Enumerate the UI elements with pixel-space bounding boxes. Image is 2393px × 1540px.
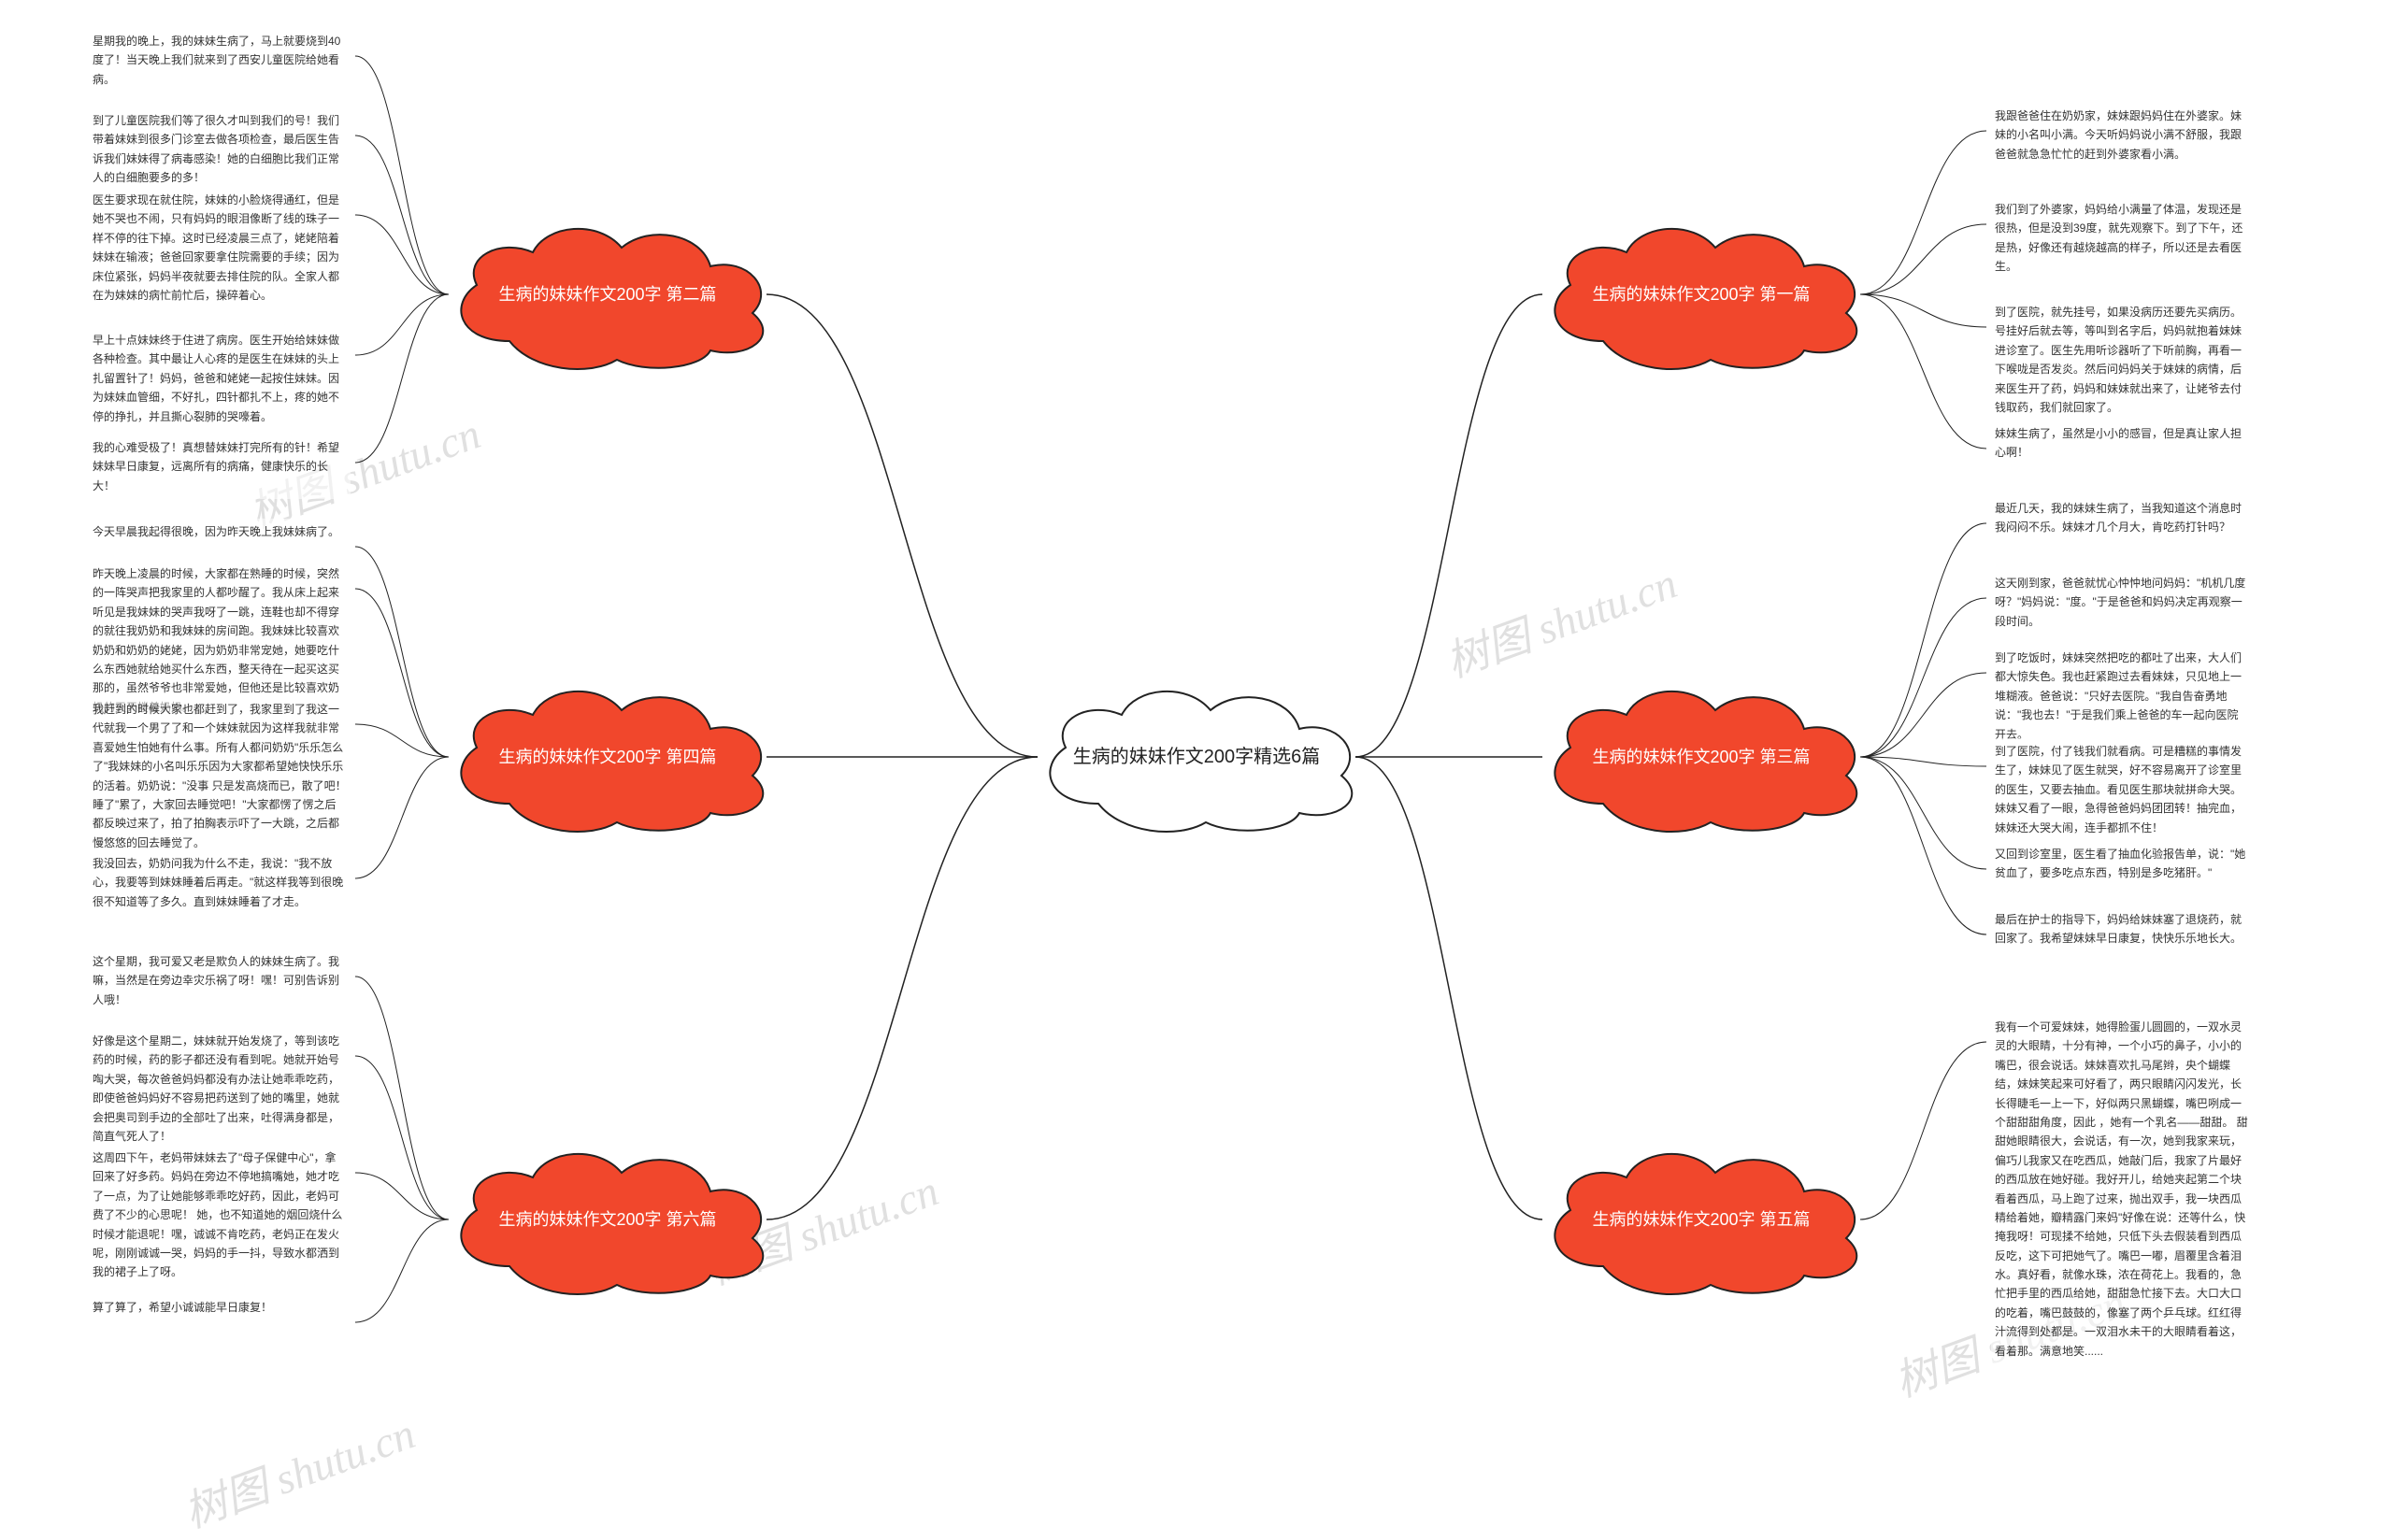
leaf-text: 这周四下午，老妈带妹妹去了"母子保健中心"，拿回来了好多药。妈妈在旁边不停地搞嘴… <box>89 1145 351 1286</box>
leaf-text: 我们到了外婆家，妈妈给小满量了体温，发现还是很热，但是没到39度，就先观察下。到… <box>1991 196 2253 280</box>
watermark: 树图 shutu.cn <box>174 1400 422 1540</box>
branch-label: 生病的妹妹作文200字 第五篇 <box>1564 1206 1838 1233</box>
branch-node-b6[interactable]: 生病的妹妹作文200字 第六篇 <box>411 1135 804 1304</box>
leaf-text: 算了算了，希望小诚诚能早日康复！ <box>89 1294 351 1320</box>
branch-label: 生病的妹妹作文200字 第六篇 <box>470 1206 744 1233</box>
leaf-text: 星期我的晚上，我的妹妹生病了，马上就要烧到40度了！当天晚上我们就来到了西安儿童… <box>89 28 351 93</box>
leaf-text: 到了医院，就先挂号，如果没病历还要先买病历。号挂好后就去等，等叫到名字后，妈妈就… <box>1991 299 2253 421</box>
branch-label: 生病的妹妹作文200字 第二篇 <box>470 281 744 308</box>
leaf-text: 好像是这个星期二，妹妹就开始发烧了，等到该吃药的时候，药的影子都还没有看到呢。她… <box>89 1028 351 1149</box>
leaf-text: 到了医院，付了钱我们就看病。可是糟糕的事情发生了，妹妹见了医生就哭，好不容易离开… <box>1991 738 2253 841</box>
branch-label: 生病的妹妹作文200字 第四篇 <box>470 744 744 771</box>
leaf-text: 最近几天，我的妹妹生病了，当我知道这个消息时我闷闷不乐。妹妹才几个月大，肯吃药打… <box>1991 495 2253 541</box>
leaf-text: 早上十点妹妹终于住进了病房。医生开始给妹妹做各种检查。其中最让人心疼的是医生在妹… <box>89 327 351 430</box>
leaf-text: 到了儿童医院我们等了很久才叫到我们的号！我们带着妹妹到很多门诊室去做各项检查，最… <box>89 107 351 192</box>
branch-node-b2[interactable]: 生病的妹妹作文200字 第二篇 <box>411 210 804 378</box>
leaf-text: 我的心难受极了！真想替妹妹打完所有的针！希望妹妹早日康复，远离所有的病痛，健康快… <box>89 435 351 499</box>
leaf-text: 这天刚到家，爸爸就忧心忡忡地问妈妈："机机几度呀？"妈妈说："度。"于是爸爸和妈… <box>1991 570 2253 635</box>
leaf-text: 医生要求现在就住院，妹妹的小脸烧得通红，但是她不哭也不闹，只有妈妈的眼泪像断了线… <box>89 187 351 308</box>
branch-node-b4[interactable]: 生病的妹妹作文200字 第四篇 <box>411 673 804 841</box>
leaf-text: 这个星期，我可爱又老是欺负人的妹妹生病了。我嘛，当然是在旁边幸灾乐祸了呀！嘿！可… <box>89 948 351 1013</box>
center-label: 生病的妹妹作文200字精选6篇 <box>1045 742 1349 772</box>
leaf-text: 我有一个可爱妹妹，她得脸蛋儿圆圆的，一双水灵灵的大眼睛，十分有神，一个小巧的鼻子… <box>1991 1014 2253 1364</box>
center-node[interactable]: 生病的妹妹作文200字精选6篇 <box>1000 673 1393 841</box>
leaf-text: 今天早晨我起得很晚，因为昨天晚上我妹妹病了。 <box>89 519 351 545</box>
branch-label: 生病的妹妹作文200字 第一篇 <box>1564 281 1838 308</box>
leaf-text: 又回到诊室里，医生看了抽血化验报告单，说："她贫血了，要多吃点东西，特别是多吃猪… <box>1991 841 2253 887</box>
branch-node-b1[interactable]: 生病的妹妹作文200字 第一篇 <box>1505 210 1898 378</box>
branch-node-b5[interactable]: 生病的妹妹作文200字 第五篇 <box>1505 1135 1898 1304</box>
leaf-text: 最后在护士的指导下，妈妈给妹妹塞了退烧药，就回家了。我希望妹妹早日康复，快快乐乐… <box>1991 906 2253 952</box>
branch-node-b3[interactable]: 生病的妹妹作文200字 第三篇 <box>1505 673 1898 841</box>
leaf-text: 我赶到的时候大家也都赶到了，我家里到了我这一代就我一个男了了和一个妹妹就因为这样… <box>89 696 351 856</box>
leaf-text: 我没回去，奶奶问我为什么不走，我说："我不放心，我要等到妹妹睡着后再走。"就这样… <box>89 850 351 915</box>
leaf-text: 我跟爸爸住在奶奶家，妹妹跟妈妈住在外婆家。妹妹的小名叫小满。今天听妈妈说小满不舒… <box>1991 103 2253 167</box>
watermark: 树图 shutu.cn <box>1436 549 1684 690</box>
branch-label: 生病的妹妹作文200字 第三篇 <box>1564 744 1838 771</box>
leaf-text: 到了吃饭时，妹妹突然把吃的都吐了出来，大人们都大惊失色。我也赶紧跑过去看妹妹，只… <box>1991 645 2253 748</box>
leaf-text: 妹妹生病了，虽然是小小的感冒，但是真让家人担心啊！ <box>1991 421 2253 466</box>
